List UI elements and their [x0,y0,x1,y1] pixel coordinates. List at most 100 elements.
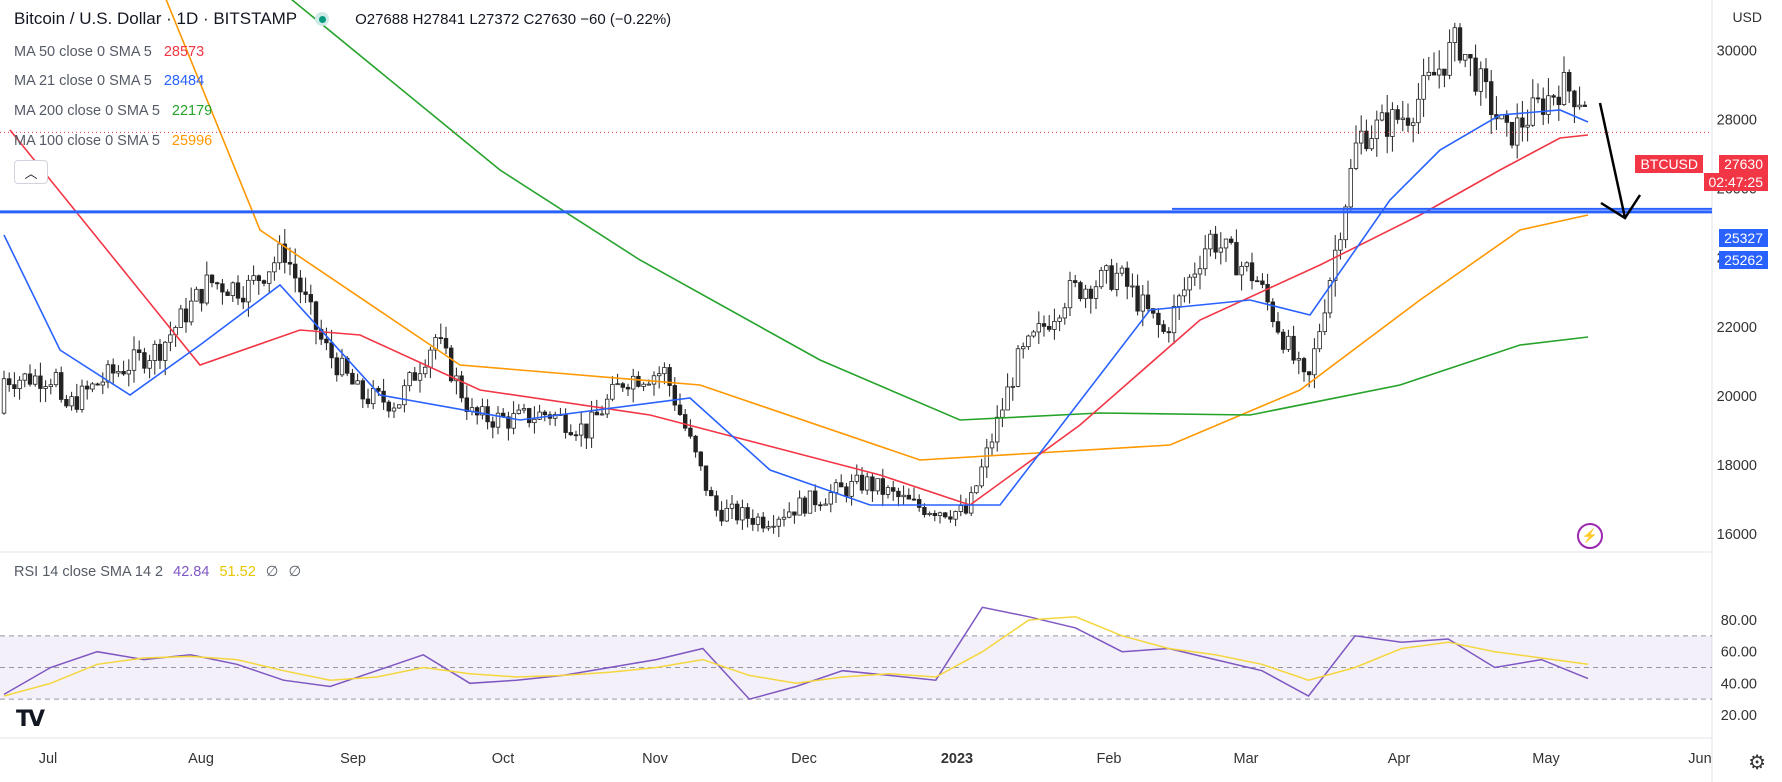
candle-body [1156,312,1161,326]
candle-body [495,412,501,428]
x-tick-label[interactable]: Dec [791,751,817,767]
candle-body [1177,295,1182,307]
candle-body [1535,97,1541,100]
candle-body [48,384,53,387]
tradingview-logo-icon[interactable]: TV [16,707,45,732]
x-tick-label[interactable]: 2023 [941,751,973,767]
candle-body [917,499,922,508]
candle-body [1307,371,1312,376]
candle-body [136,349,142,353]
candle-body [579,423,584,436]
candle-body [204,274,209,304]
y-tick-label: 22000 [1717,320,1757,336]
candle-body [839,482,844,488]
candle-body [922,507,927,516]
candle-body [693,435,698,453]
candle-body [771,525,776,528]
candle-body [7,378,12,386]
rsi-legend[interactable]: RSI 14 close SMA 14 2 42.84 51.52 ∅ ∅ [14,564,307,580]
candle-body [1426,71,1431,77]
candle-body [1093,286,1099,299]
down-arrow-annotation[interactable] [1598,102,1627,219]
candle-body [1,378,7,414]
x-tick-label[interactable]: Feb [1097,751,1122,767]
currency-selector[interactable]: USD [1732,9,1762,25]
candle-body [1047,325,1052,330]
legend-ma100[interactable]: MA 100 close 0 SMA 5 25996 [14,133,212,149]
candle-body [1390,109,1395,137]
candle-body [896,490,901,498]
candle-body [677,404,683,415]
candle-body [787,511,792,518]
legend-ma200[interactable]: MA 200 close 0 SMA 5 22179 [14,103,212,119]
candle-body [339,357,345,376]
x-tick-label[interactable]: Aug [188,751,214,767]
candle-body [911,498,917,501]
candle-body [901,494,906,498]
candle-body [1483,68,1489,83]
x-tick-label[interactable]: Mar [1234,751,1259,767]
candle-body [85,385,90,390]
candle-body [157,343,163,361]
candle-body [932,513,937,517]
candle-body [329,342,334,359]
candle-body [657,373,662,377]
x-tick-label[interactable]: Nov [642,751,669,767]
lightning-icon[interactable]: ⚡ [1577,523,1603,549]
candle-body [662,367,667,375]
candle-body [74,396,79,410]
x-tick-label[interactable]: May [1532,751,1560,767]
candle-body [402,385,407,406]
candle-body [1010,385,1015,388]
candle-body [589,411,594,439]
candle-body [1088,288,1093,299]
candle-body [1343,206,1348,241]
candle-body [828,492,833,505]
candle-body [417,373,423,381]
x-tick-label[interactable]: Sep [340,751,366,767]
x-tick-label[interactable]: Jul [39,751,58,767]
gear-icon[interactable]: ⚙ [1748,752,1766,774]
candle-body [459,375,464,399]
candle-body [308,294,313,303]
collapse-legend-button[interactable]: ︿ [14,160,48,184]
candle-body [766,526,771,529]
candle-body [1405,117,1411,126]
candle-body [272,262,277,273]
candle-body [69,396,74,407]
candle-body [90,383,95,390]
x-tick-label[interactable]: Jun [1688,751,1711,767]
y-tick-label: 20000 [1717,389,1757,405]
candle-body [719,509,724,522]
candle-body [256,275,261,282]
legend-ma21[interactable]: MA 21 close 0 SMA 5 28484 [14,73,204,89]
candle-body [1281,331,1286,350]
candle-body [428,349,433,368]
candle-body [818,504,823,507]
candle-body [235,282,241,299]
candle-body [360,380,365,400]
candle-body [735,503,740,521]
candle-body [1140,294,1145,312]
legend-ma50[interactable]: MA 50 close 0 SMA 5 28573 [14,44,204,60]
x-tick-label[interactable]: Apr [1388,751,1411,767]
candle-body [214,282,220,285]
candle-body [745,507,750,519]
candle-body [995,416,1000,443]
candle-body [709,490,714,497]
x-tick-label[interactable]: Oct [492,751,515,767]
candle-body [859,474,865,491]
candle-body [64,399,69,407]
candle-body [1327,280,1333,314]
countdown-tag: 02:47:25 [1703,173,1768,191]
rsi-value: 42.84 [173,564,210,580]
symbol-title[interactable]: Bitcoin / U.S. Dollar · 1D · BITSTAMP [14,9,298,28]
legend-ma50-value: 28573 [163,44,205,60]
ma-line-ma100 [165,0,1589,461]
candle-body [1385,112,1390,137]
candle-body [1478,68,1483,92]
candle-body [162,341,168,361]
candle-body [1052,320,1057,330]
candle-body [396,404,402,409]
